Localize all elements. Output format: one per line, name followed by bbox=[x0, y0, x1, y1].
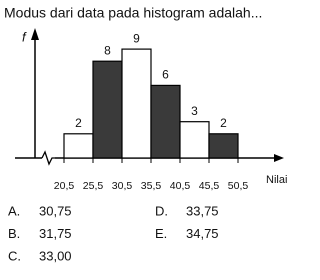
x-tick-label: 45,5 bbox=[199, 180, 220, 192]
bar bbox=[179, 121, 210, 159]
x-tick-label: 40,5 bbox=[170, 180, 191, 192]
option-text: 33,75 bbox=[186, 203, 219, 218]
x-tick-label: 20,5 bbox=[54, 180, 75, 192]
data-label: 2 bbox=[220, 116, 227, 130]
x-label: Nilai bbox=[266, 174, 287, 186]
option-text: 31,75 bbox=[39, 226, 72, 241]
bar bbox=[208, 133, 239, 159]
data-label: 6 bbox=[162, 68, 169, 82]
option-letter: C. bbox=[8, 248, 21, 263]
question: Modus dari data pada histogram adalah... bbox=[4, 5, 262, 21]
y-arrow bbox=[31, 28, 39, 40]
axis-break bbox=[41, 150, 55, 166]
data-label: 3 bbox=[191, 104, 198, 118]
bar bbox=[92, 60, 123, 159]
bar bbox=[121, 48, 152, 159]
page: Modus dari data pada histogram adalah...… bbox=[4, 5, 287, 264]
data-label: 2 bbox=[75, 116, 82, 130]
option-letter: E. bbox=[155, 226, 167, 241]
bar bbox=[63, 133, 94, 159]
option-text: 33,00 bbox=[39, 248, 72, 263]
x-tick-label: 35,5 bbox=[141, 180, 162, 192]
option-letter: B. bbox=[8, 226, 20, 241]
bar bbox=[150, 84, 181, 159]
option-text: 30,75 bbox=[39, 203, 72, 218]
x-tick-label: 25,5 bbox=[83, 180, 104, 192]
data-label: 9 bbox=[133, 31, 140, 45]
option-letter: D. bbox=[155, 203, 168, 218]
option-letter: A. bbox=[8, 203, 20, 218]
x-tick-label: 50,5 bbox=[228, 180, 249, 192]
option-text: 34,75 bbox=[186, 226, 219, 241]
x-tick-label: 30,5 bbox=[112, 180, 133, 192]
y-label: f bbox=[22, 29, 27, 44]
data-label: 8 bbox=[104, 43, 111, 57]
x-arrow bbox=[274, 154, 284, 162]
